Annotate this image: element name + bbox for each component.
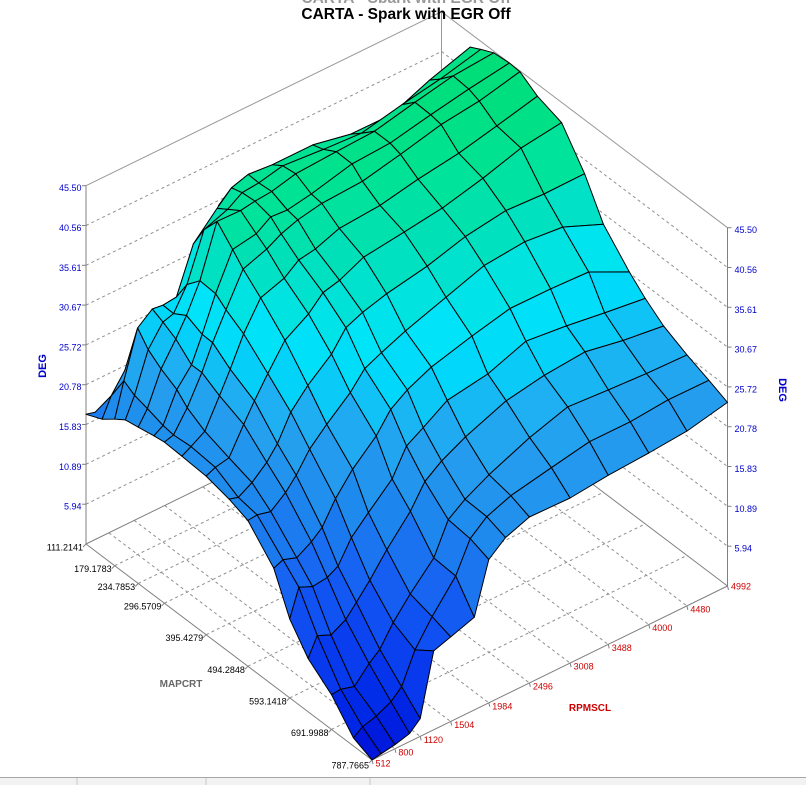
svg-text:1984: 1984: [492, 701, 512, 711]
svg-text:40.56: 40.56: [59, 223, 82, 233]
svg-text:4992: 4992: [731, 582, 751, 592]
svg-text:MAPCRT: MAPCRT: [160, 679, 203, 690]
svg-text:30.67: 30.67: [59, 303, 82, 313]
svg-text:CARTA - Spark with EGR Off: CARTA - Spark with EGR Off: [301, 6, 511, 23]
svg-text:179.1783: 179.1783: [74, 564, 112, 574]
svg-text:CARTA - Spark with EGR Off: CARTA - Spark with EGR Off: [301, 0, 511, 7]
svg-text:234.7853: 234.7853: [98, 582, 136, 592]
svg-text:4000: 4000: [652, 623, 672, 633]
svg-text:2496: 2496: [533, 681, 553, 691]
svg-text:4480: 4480: [690, 604, 710, 614]
svg-text:10.89: 10.89: [59, 462, 82, 472]
svg-text:45.50: 45.50: [59, 183, 82, 193]
svg-text:25.72: 25.72: [59, 342, 82, 352]
svg-text:40.56: 40.56: [735, 265, 758, 275]
svg-text:3488: 3488: [612, 643, 632, 653]
svg-text:5.94: 5.94: [735, 544, 753, 554]
svg-text:25.72: 25.72: [735, 384, 758, 394]
svg-text:1120: 1120: [424, 735, 443, 745]
svg-text:35.61: 35.61: [59, 263, 82, 273]
svg-text:10.89: 10.89: [735, 504, 758, 514]
svg-text:15.83: 15.83: [735, 464, 758, 474]
svg-text:20.78: 20.78: [735, 424, 758, 434]
svg-text:35.61: 35.61: [735, 305, 758, 315]
svg-text:593.1418: 593.1418: [249, 696, 287, 706]
svg-text:787.7665: 787.7665: [331, 761, 369, 771]
svg-text:30.67: 30.67: [735, 345, 758, 355]
svg-text:20.78: 20.78: [59, 382, 82, 392]
svg-text:RPMSCL: RPMSCL: [569, 703, 611, 714]
svg-text:5.94: 5.94: [64, 502, 82, 512]
svg-text:395.4279: 395.4279: [166, 633, 204, 643]
svg-text:15.83: 15.83: [59, 422, 82, 432]
svg-text:1504: 1504: [454, 720, 474, 730]
svg-text:3008: 3008: [574, 662, 594, 672]
svg-text:296.5709: 296.5709: [124, 602, 162, 612]
svg-text:111.2141: 111.2141: [47, 543, 83, 553]
svg-text:512: 512: [376, 759, 391, 769]
svg-text:DEG: DEG: [37, 354, 49, 378]
svg-text:45.50: 45.50: [735, 225, 758, 235]
svg-text:800: 800: [398, 747, 413, 757]
svg-text:DEG: DEG: [776, 378, 788, 402]
svg-text:691.9988: 691.9988: [291, 728, 329, 738]
svg-text:494.2848: 494.2848: [207, 665, 245, 675]
